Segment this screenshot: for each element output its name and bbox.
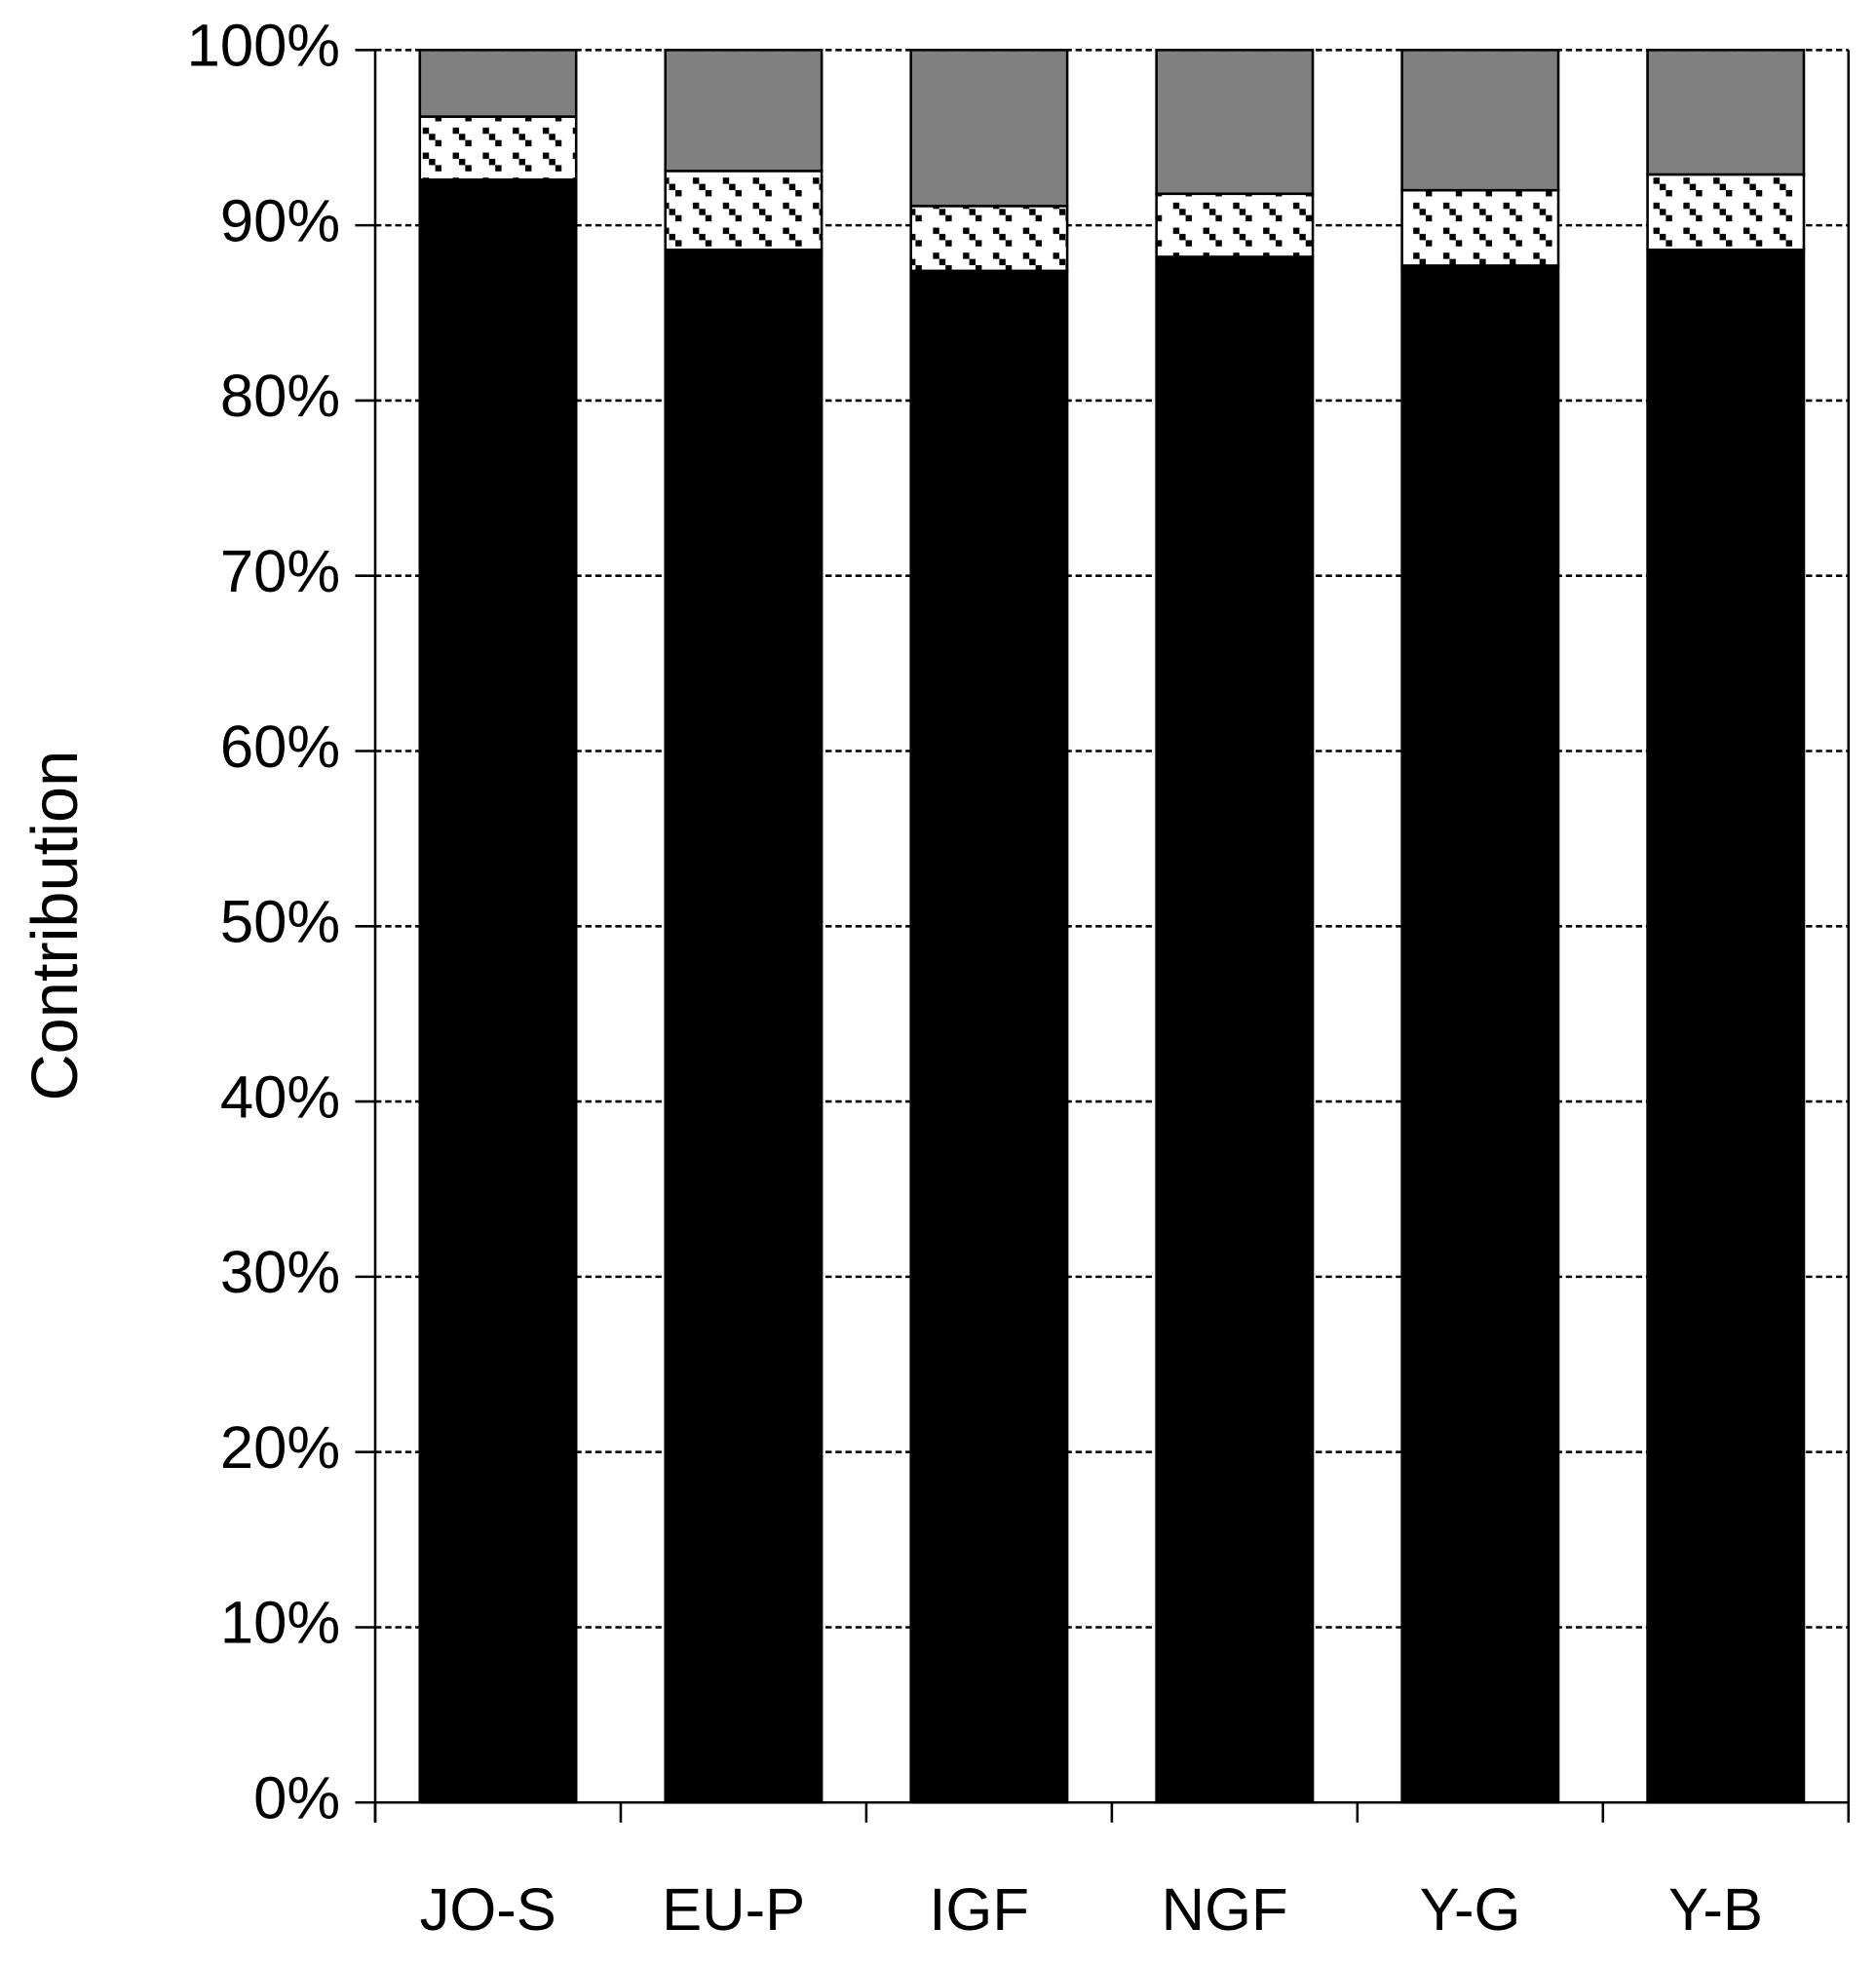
x-tick-label: NGF: [1162, 1876, 1288, 1944]
y-tick-label: 40%: [220, 1063, 340, 1131]
x-tick-label: IGF: [929, 1876, 1029, 1944]
bar-segment: [909, 49, 1069, 208]
bar-segment: [909, 205, 1069, 273]
y-tick-label: 70%: [220, 538, 340, 605]
x-tick-label: JO-S: [420, 1876, 556, 1944]
y-tick-label: 100%: [187, 13, 340, 80]
bar-segment: [1646, 249, 1806, 1804]
bar-segment: [418, 178, 578, 1804]
bar-segment: [1646, 173, 1806, 251]
y-tick-label: 50%: [220, 889, 340, 956]
bar-segment: [1400, 264, 1560, 1804]
bar-segment: [418, 115, 578, 181]
bar-segment: [1400, 49, 1560, 192]
bar-segment: [418, 49, 578, 118]
y-tick-label: 90%: [220, 187, 340, 254]
y-axis-title: Contribution: [19, 751, 92, 1101]
x-tick-label: Y-B: [1668, 1876, 1763, 1944]
bar-segment: [664, 170, 823, 251]
bar-segment: [1400, 188, 1560, 267]
bar-segment: [909, 269, 1069, 1804]
bar-segment: [1155, 192, 1315, 258]
bar-segment: [1646, 49, 1806, 176]
y-tick-label: 20%: [220, 1414, 340, 1482]
y-tick-label: 80%: [220, 363, 340, 430]
bar-segment: [1155, 49, 1315, 196]
y-tick-label: 60%: [220, 713, 340, 781]
y-tick-label: 0%: [253, 1765, 340, 1832]
x-tick-label: Y-G: [1420, 1876, 1521, 1944]
y-tick-label: 30%: [220, 1239, 340, 1306]
x-tick-label: EU-P: [662, 1876, 805, 1944]
bar-segment: [1155, 255, 1315, 1804]
bar-segment: [664, 49, 823, 173]
y-tick-label: 10%: [220, 1590, 340, 1657]
bar-segment: [664, 249, 823, 1804]
